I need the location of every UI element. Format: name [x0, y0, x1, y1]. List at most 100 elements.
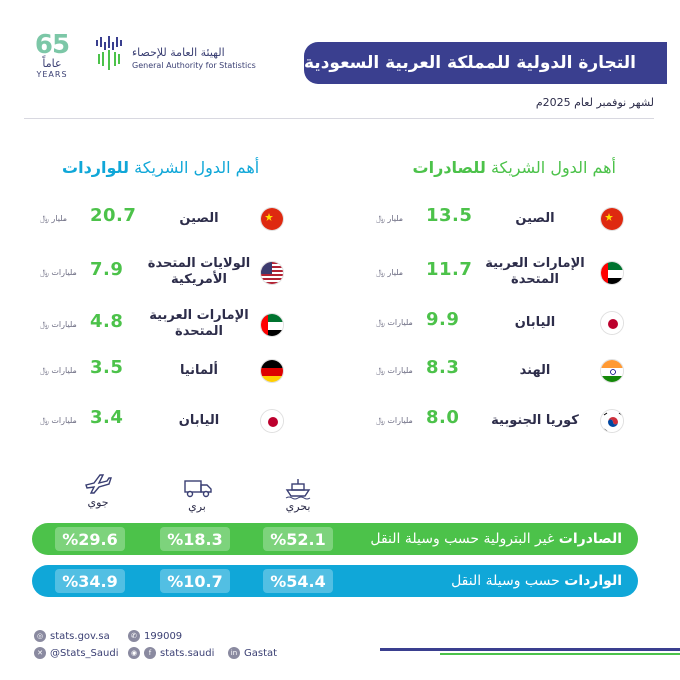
import-unit: مليارات ﷼	[40, 366, 77, 375]
imports-bar-label-bold: الواردات	[564, 573, 622, 589]
imports-section-title: أهم الدول الشريكة للواردات	[62, 158, 259, 177]
list-item: 13.5 مليار ﷼ الصين	[370, 201, 640, 241]
export-value: 8.0	[426, 407, 460, 428]
list-item: 3.4 مليارات ﷼ اليابان	[34, 403, 304, 443]
footer-social-text: stats.saudi	[160, 647, 215, 659]
gastat-logo-icon	[96, 36, 122, 70]
exports-bar-label-rest: غير البترولية حسب وسيلة النقل	[370, 531, 555, 547]
import-unit: مليارات ﷼	[40, 416, 77, 425]
instagram-icon: ◉	[128, 647, 140, 659]
list-item: 4.8 مليارات ﷼ الإمارات العربية المتحدة	[34, 305, 304, 345]
page-title: التجارة الدولية للمملكة العربية السعودية	[304, 42, 667, 84]
org-name: الهيئة العامة للإحصاء General Authority …	[132, 46, 282, 71]
mode-label-air: جوي	[87, 496, 109, 509]
china-flag-icon	[260, 207, 284, 231]
import-unit: مليارات ﷼	[40, 268, 77, 277]
germany-flag-icon	[260, 359, 284, 383]
export-unit: مليارات ﷼	[376, 416, 413, 425]
anniversary-en: YEARS	[36, 70, 68, 79]
import-value: 7.9	[90, 259, 124, 280]
footer-accent-line	[380, 648, 680, 651]
linkedin-icon: in	[228, 647, 240, 659]
exports-section-title: أهم الدول الشريكة للصادرات	[413, 158, 616, 177]
import-country: اليابان	[178, 413, 220, 428]
import-country: الولايات المتحدة الأمريكية	[147, 256, 251, 287]
anniversary-number: 65	[34, 30, 70, 60]
export-unit: مليار ﷼	[376, 268, 404, 277]
list-item: 11.7 مليار ﷼ الإمارات العربية المتحدة	[370, 253, 640, 293]
footer-twitter-text: @Stats_Saudi	[50, 647, 119, 659]
export-unit: مليارات ﷼	[376, 318, 413, 327]
x-icon: ✕	[34, 647, 46, 659]
china-flag-icon	[600, 207, 624, 231]
export-country: الصين	[515, 211, 555, 226]
list-item: 8.3 مليارات ﷼ الهند	[370, 353, 640, 393]
imports-bar-label: الواردات حسب وسيلة النقل	[451, 565, 622, 597]
globe-icon: ◎	[34, 630, 46, 642]
header-divider	[24, 118, 654, 119]
footer-accent-line-green	[440, 653, 680, 655]
footer-linkedin-text: Gastat	[244, 647, 278, 659]
exports-title-prefix: أهم الدول الشريكة	[490, 158, 616, 177]
import-unit: مليارات ﷼	[40, 320, 77, 329]
exports-bar-label-bold: الصادرات	[558, 531, 622, 547]
export-country: الهند	[519, 363, 551, 378]
footer-social[interactable]: ◉ f stats.saudi	[128, 647, 214, 659]
south-korea-flag-icon	[600, 409, 624, 433]
list-item: 3.5 مليارات ﷼ ألمانيا	[34, 353, 304, 393]
usa-flag-icon	[260, 261, 284, 285]
export-value: 8.3	[426, 357, 460, 378]
japan-flag-icon	[260, 409, 284, 433]
export-unit: مليار ﷼	[376, 214, 404, 223]
facebook-icon: f	[144, 647, 156, 659]
footer-linkedin[interactable]: in Gastat	[228, 647, 277, 659]
import-value: 20.7	[90, 205, 137, 226]
imports-transport-bar: %34.9 %10.7 %54.4 الواردات حسب وسيلة الن…	[32, 565, 638, 597]
footer-phone[interactable]: ✆ 199009	[128, 630, 182, 642]
footer-website-text: stats.gov.sa	[50, 630, 110, 642]
import-value: 4.8	[90, 311, 124, 332]
list-item: 9.9 مليارات ﷼ اليابان	[370, 305, 640, 345]
india-flag-icon	[600, 359, 624, 383]
ship-icon	[285, 479, 311, 500]
page-subtitle: لشهر نوفمبر لعام 2025م	[535, 96, 654, 109]
export-value: 9.9	[426, 309, 460, 330]
import-country: الصين	[179, 211, 219, 226]
org-name-ar: الهيئة العامة للإحصاء	[132, 46, 225, 59]
imports-air-share: %34.9	[55, 569, 125, 593]
mode-label-land: بري	[188, 500, 206, 513]
list-item: 20.7 مليار ﷼ الصين	[34, 201, 304, 241]
export-unit: مليارات ﷼	[376, 366, 413, 375]
export-country: كوريا الجنوبية	[491, 413, 579, 428]
footer-twitter[interactable]: ✕ @Stats_Saudi	[34, 647, 118, 659]
exports-title-bold: للصادرات	[412, 158, 486, 177]
exports-sea-share: %52.1	[263, 527, 333, 551]
export-country: الإمارات العربية المتحدة	[485, 256, 585, 287]
airplane-icon	[85, 474, 112, 494]
export-country: اليابان	[514, 315, 556, 330]
truck-icon	[184, 480, 212, 498]
export-value: 13.5	[426, 205, 473, 226]
imports-land-share: %10.7	[160, 569, 230, 593]
import-country: ألمانيا	[179, 363, 218, 378]
org-name-en: General Authority for Statistics	[132, 61, 256, 70]
exports-air-share: %29.6	[55, 527, 125, 551]
import-unit: مليار ﷼	[40, 214, 68, 223]
exports-transport-bar: %29.6 %18.3 %52.1 الصادرات غير البترولية…	[32, 523, 638, 555]
mode-label-sea: بحري	[285, 500, 311, 513]
import-value: 3.5	[90, 357, 124, 378]
japan-flag-icon	[600, 311, 624, 335]
exports-land-share: %18.3	[160, 527, 230, 551]
footer-website[interactable]: ◎ stats.gov.sa	[34, 630, 110, 642]
import-country: الإمارات العربية المتحدة	[149, 308, 249, 339]
export-value: 11.7	[426, 259, 473, 280]
imports-title-bold: للواردات	[62, 158, 130, 177]
uae-flag-icon	[260, 313, 284, 337]
footer-phone-text: 199009	[144, 630, 183, 642]
phone-icon: ✆	[128, 630, 140, 642]
anniversary-ar: عاماً	[42, 57, 62, 70]
uae-flag-icon	[600, 261, 624, 285]
exports-bar-label: الصادرات غير البترولية حسب وسيلة النقل	[370, 523, 622, 555]
list-item: 7.9 مليارات ﷼ الولايات المتحدة الأمريكية	[34, 253, 304, 293]
imports-title-prefix: أهم الدول الشريكة	[134, 158, 260, 177]
